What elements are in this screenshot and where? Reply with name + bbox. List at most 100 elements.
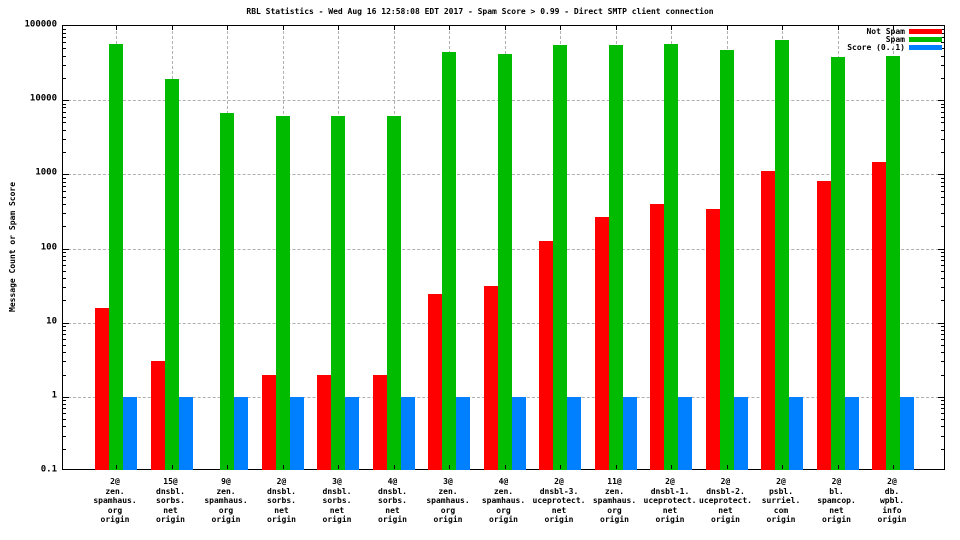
y-tick-right (941, 329, 944, 331)
x-category-label-line: origin (267, 515, 296, 524)
bar-spam-4 (275, 115, 290, 470)
y-tick-label: 100000 (24, 19, 57, 30)
x-tick-top (171, 26, 173, 30)
x-category-label-line: origin (100, 515, 130, 524)
x-category-label-line: origin (211, 515, 241, 524)
x-category-label-line: zen. (105, 486, 125, 496)
x-category-label-line: spamhaus. (204, 496, 248, 505)
x-category-label-line: zen. (438, 486, 458, 496)
y-tick-left (63, 404, 66, 406)
y-tick-left (63, 413, 66, 415)
x-category-label-line: 3@ (332, 477, 342, 486)
x-category-label-line: sorbs. (156, 496, 185, 505)
x-tick-top (338, 26, 339, 30)
bar-score-0-1-8 (511, 396, 526, 470)
x-category-label-line: origin (766, 515, 796, 524)
y-axis-label: Message Count or Spam Score (8, 181, 17, 312)
bar-spam-11 (664, 43, 678, 470)
y-tick-left (63, 64, 66, 66)
y-tick-left (63, 177, 66, 179)
y-tick-left (63, 408, 66, 410)
x-category-label-line: zen. (216, 486, 236, 496)
x-category-label: 11@ zen. spamhaus. org origin (573, 477, 657, 525)
x-category-label-line: net (385, 505, 400, 515)
y-tick-left (63, 42, 66, 44)
legend-swatch (909, 45, 942, 50)
x-category-label-line: 4@ (498, 477, 509, 486)
y-tick-right (941, 213, 944, 215)
x-category-label-line: 9@ (221, 477, 231, 486)
y-tick-right (941, 107, 944, 109)
chart-plot-area (62, 25, 945, 470)
y-tick-right (941, 426, 944, 428)
y-tick-right (941, 48, 944, 50)
y-tick-right (941, 400, 944, 402)
x-category-label-line: origin (822, 515, 851, 524)
x-category-label: 2@ db. wpbl. info origin (850, 477, 934, 525)
y-tick-label: 100 (40, 242, 57, 252)
x-tick-bottom (393, 465, 395, 469)
bar-not-spam-1 (95, 307, 109, 470)
x-tick-bottom (449, 465, 450, 469)
y-tick-left (63, 329, 66, 331)
bar-spam-9 (553, 44, 567, 470)
y-tick-left (63, 248, 69, 250)
x-category-label-line: zen. (604, 486, 625, 496)
x-category-label-line: sorbs. (378, 496, 407, 505)
x-tick-bottom (338, 465, 339, 469)
y-tick-left (63, 203, 66, 205)
bar-spam-7 (442, 52, 456, 470)
x-tick-bottom (726, 465, 728, 469)
bar-not-spam-8 (483, 286, 498, 470)
x-category-label-line: dnsbl-1. (650, 486, 690, 496)
bar-not-spam-4 (261, 374, 276, 470)
y-tick-left (63, 48, 66, 50)
y-tick-right (941, 374, 944, 376)
y-tick-right (941, 33, 944, 35)
legend-label: Not Spam (866, 27, 905, 36)
y-tick-right (941, 111, 944, 113)
x-tick-top (282, 26, 284, 30)
bar-spam-14 (830, 57, 845, 470)
y-tick-left (63, 400, 66, 402)
x-category-label-line: 2@ (554, 477, 564, 486)
legend-label: Score (0..1) (847, 43, 905, 52)
y-tick-right (941, 42, 944, 44)
x-tick-top (449, 26, 450, 30)
y-tick-left (63, 122, 66, 124)
x-tick-top (671, 26, 672, 30)
y-tick-right (941, 408, 944, 410)
bar-spam-13 (775, 40, 789, 470)
y-tick-left (63, 174, 69, 176)
bar-not-spam-6 (372, 374, 387, 470)
y-tick-right (941, 404, 944, 406)
bar-score-0-1-13 (789, 396, 803, 470)
y-tick-right (941, 287, 944, 289)
legend: Not Spam Spam Score (0..1) (847, 27, 942, 52)
y-tick-left (63, 352, 66, 354)
y-tick-right (941, 64, 944, 66)
y-tick-right (941, 55, 944, 57)
y-tick-left (63, 55, 66, 57)
x-category-label-line: org (440, 505, 456, 515)
y-tick-left (63, 334, 66, 336)
y-tick-label: 0.1 (40, 464, 57, 475)
y-tick-right (941, 203, 944, 205)
bar-score-0-1-2 (178, 396, 193, 470)
y-tick-left (63, 196, 66, 198)
legend-item-score-0-1: Score (0..1) (847, 43, 942, 52)
x-category-label-line: 3@ (443, 477, 453, 486)
y-tick-right (941, 226, 944, 228)
y-tick-right (941, 264, 944, 266)
y-tick-right (941, 255, 944, 257)
y-tick-right (941, 278, 944, 279)
y-tick-right (941, 270, 944, 272)
x-tick-top (116, 26, 117, 30)
x-category-label-line: origin (711, 515, 740, 524)
bar-not-spam-7 (428, 294, 442, 470)
x-category-label-line: 2@ (887, 477, 897, 486)
bar-not-spam-14 (816, 180, 831, 470)
x-category-label-line: net (329, 505, 345, 515)
x-tick-bottom (116, 465, 117, 469)
bar-not-spam-15 (872, 162, 886, 470)
